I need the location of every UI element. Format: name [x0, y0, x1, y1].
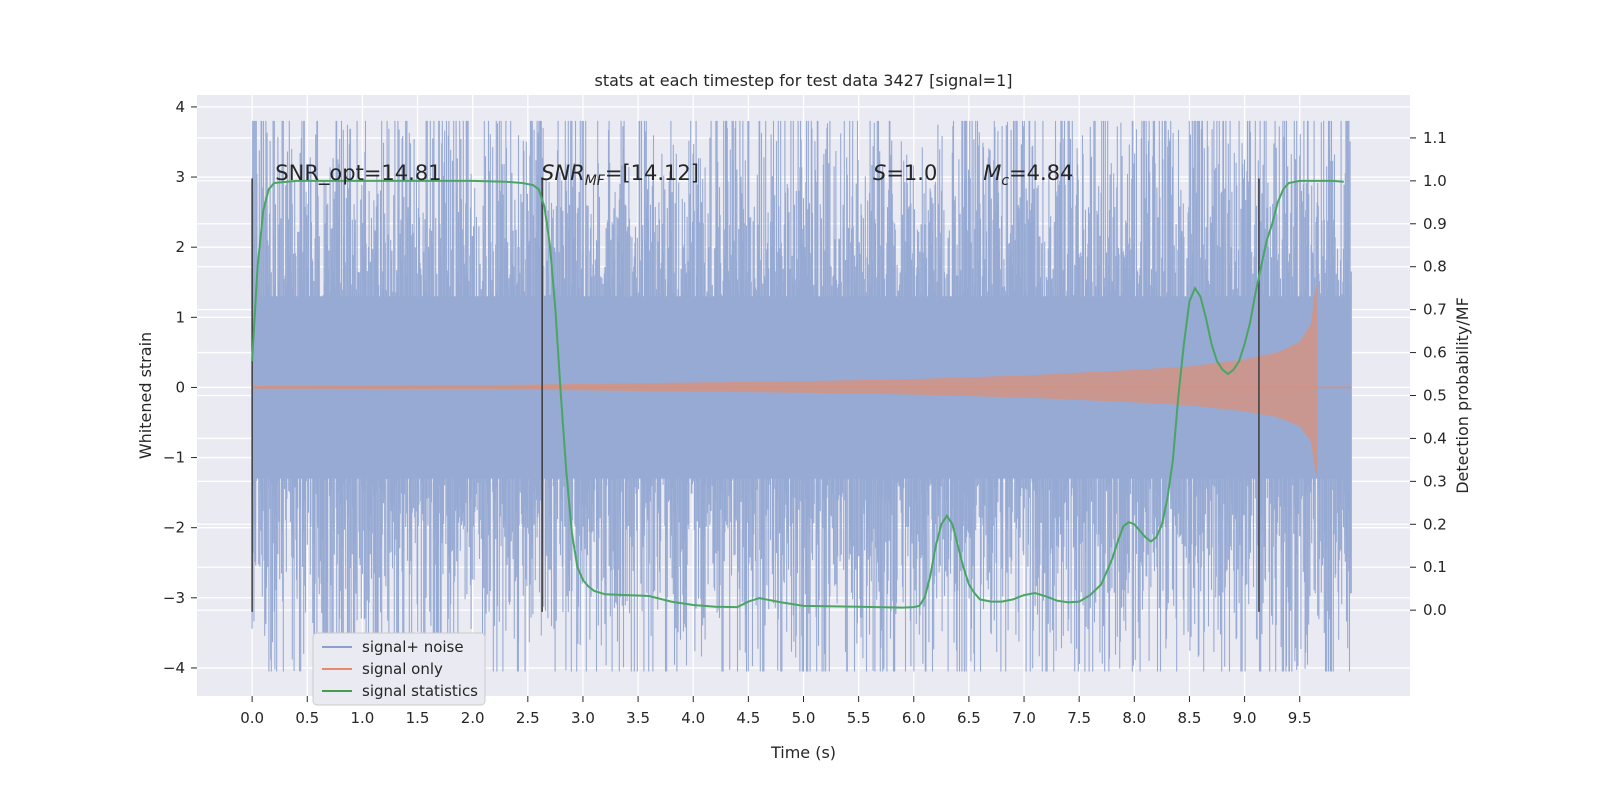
vertical-markers: [251, 178, 1260, 612]
x-tick-label: 4.0: [681, 709, 705, 727]
y-tick-label: 1: [175, 308, 185, 326]
x-tick-label: 8.0: [1122, 709, 1146, 727]
y-right-tick-label: 0.1: [1423, 558, 1447, 576]
y-right-tick-label: 0.3: [1423, 472, 1447, 490]
annotation-s-value: =1.0: [886, 161, 937, 185]
x-tick-label: 9.0: [1233, 709, 1257, 727]
x-tick-label: 7.0: [1012, 709, 1036, 727]
x-tick-label: 3.5: [626, 709, 650, 727]
y-right-tick-label: 0.6: [1423, 344, 1447, 362]
annotation-mc: Mc=4.84: [983, 161, 1073, 189]
annotation-s-symbol: S: [873, 161, 886, 185]
y-right-tick-label: 0.7: [1423, 301, 1447, 319]
axis-ticks: 0.0 0.5 1.0 1.5 2.0 2.5 3.0 3.5 4.0 4.5 5.0 5.5 6.0 6…: [163, 98, 1447, 727]
annotation-mc-value: =4.84: [1009, 161, 1073, 185]
y-right-tick-label: 1.0: [1423, 172, 1447, 190]
annotation-snr-mf: SNRMF=[14.12]: [541, 161, 699, 189]
y-axis-right-label: Detection probability/MF: [1453, 297, 1472, 494]
x-tick-label: 6.5: [957, 709, 981, 727]
annotation-snr-mf-value: =[14.12]: [605, 161, 699, 185]
x-tick-label: 2.5: [516, 709, 540, 727]
y-tick-label: −2: [163, 519, 185, 537]
y-tick-label: 3: [175, 168, 185, 186]
x-tick-label: 7.5: [1067, 709, 1091, 727]
annotation-snr-opt: SNR_opt=14.81: [275, 161, 441, 186]
y-right-tick-label: 0.9: [1423, 215, 1447, 233]
legend-label: signal statistics: [362, 682, 478, 700]
legend-label: signal only: [362, 660, 443, 678]
x-tick-label: 5.5: [847, 709, 871, 727]
y-right-tick-label: 0.0: [1423, 601, 1447, 619]
x-tick-label: 8.5: [1178, 709, 1202, 727]
y-tick-label: 0: [175, 378, 185, 396]
x-tick-label: 5.0: [792, 709, 816, 727]
x-tick-label: 3.0: [571, 709, 595, 727]
y-axis-label: Whitened strain: [136, 332, 155, 459]
x-tick-label: 9.5: [1288, 709, 1312, 727]
y-tick-label: −4: [163, 659, 185, 677]
legend-box: [312, 632, 486, 706]
x-tick-label: 2.0: [461, 709, 485, 727]
signal-statistics-series: [251, 179, 1344, 609]
y-right-tick-label: 0.4: [1423, 429, 1447, 447]
x-tick-label: 1.5: [406, 709, 430, 727]
annotation-s: S=1.0: [873, 161, 937, 185]
y-right-tick-label: 0.8: [1423, 258, 1447, 276]
chart-title: stats at each timestep for test data 342…: [594, 71, 1012, 90]
y-tick-label: −3: [163, 589, 185, 607]
legend-label: signal+ noise: [362, 638, 464, 656]
x-tick-label: 4.5: [736, 709, 760, 727]
annotation-snr-mf-sub: MF: [585, 173, 606, 189]
x-axis-label: Time (s): [770, 743, 836, 762]
y-right-tick-label: 0.2: [1423, 515, 1447, 533]
legend: signal+ noise signal only signal statistic…: [312, 632, 486, 706]
y-tick-label: 4: [175, 98, 185, 116]
y-right-tick-label: 0.5: [1423, 387, 1447, 405]
x-tick-label: 0.5: [295, 709, 319, 727]
y-tick-label: −1: [163, 449, 185, 467]
annotation-mc-sub: c: [1001, 173, 1009, 189]
signal-only-series: [252, 282, 1352, 477]
signal-only-envelope: [252, 282, 1318, 477]
annotation-snr-mf-base: SNR: [541, 161, 585, 185]
y-right-tick-label: 1.1: [1423, 129, 1447, 147]
x-tick-label: 1.0: [350, 709, 374, 727]
x-tick-label: 0.0: [240, 709, 264, 727]
signal-statistics-line: [251, 179, 1344, 609]
y-tick-label: 2: [175, 238, 185, 256]
x-tick-label: 6.0: [902, 709, 926, 727]
annotation-mc-symbol: M: [983, 161, 1001, 185]
